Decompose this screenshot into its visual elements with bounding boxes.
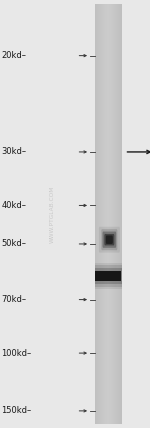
Text: 30kd–: 30kd– bbox=[2, 147, 27, 157]
Bar bbox=[114, 4, 115, 424]
Text: 70kd–: 70kd– bbox=[2, 295, 27, 304]
Bar bbox=[116, 4, 117, 424]
FancyBboxPatch shape bbox=[99, 227, 120, 253]
Bar bbox=[121, 4, 122, 424]
Bar bbox=[109, 4, 110, 424]
Bar bbox=[101, 4, 102, 424]
Bar bbox=[115, 4, 116, 424]
Text: 40kd–: 40kd– bbox=[2, 201, 27, 210]
Bar bbox=[96, 4, 97, 424]
Bar bbox=[106, 4, 107, 424]
Bar bbox=[94, 268, 122, 284]
Bar bbox=[111, 4, 112, 424]
Text: 20kd–: 20kd– bbox=[2, 51, 27, 60]
Text: 100kd–: 100kd– bbox=[2, 348, 32, 358]
Bar bbox=[94, 265, 122, 287]
Text: WWW.PTGLAB.COM: WWW.PTGLAB.COM bbox=[50, 185, 55, 243]
Bar bbox=[113, 4, 114, 424]
Bar bbox=[100, 4, 101, 424]
Bar bbox=[120, 4, 121, 424]
Bar bbox=[107, 4, 108, 424]
Bar bbox=[94, 263, 122, 289]
Bar bbox=[105, 4, 106, 424]
Bar bbox=[119, 4, 120, 424]
Bar bbox=[104, 4, 105, 424]
Bar bbox=[117, 4, 118, 424]
FancyBboxPatch shape bbox=[103, 232, 116, 248]
Bar bbox=[98, 4, 99, 424]
FancyBboxPatch shape bbox=[101, 229, 117, 250]
Bar bbox=[99, 4, 100, 424]
Bar bbox=[110, 4, 111, 424]
Text: 50kd–: 50kd– bbox=[2, 239, 27, 249]
Bar bbox=[103, 4, 104, 424]
Bar bbox=[94, 4, 95, 424]
Bar bbox=[103, 4, 104, 424]
Bar bbox=[118, 4, 119, 424]
Bar bbox=[95, 4, 96, 424]
Text: 150kd–: 150kd– bbox=[2, 406, 32, 416]
Bar bbox=[102, 4, 103, 424]
Bar bbox=[95, 271, 121, 281]
FancyBboxPatch shape bbox=[106, 235, 113, 244]
Bar bbox=[108, 4, 109, 424]
Bar bbox=[112, 4, 113, 424]
FancyBboxPatch shape bbox=[104, 234, 114, 245]
Bar bbox=[97, 4, 98, 424]
